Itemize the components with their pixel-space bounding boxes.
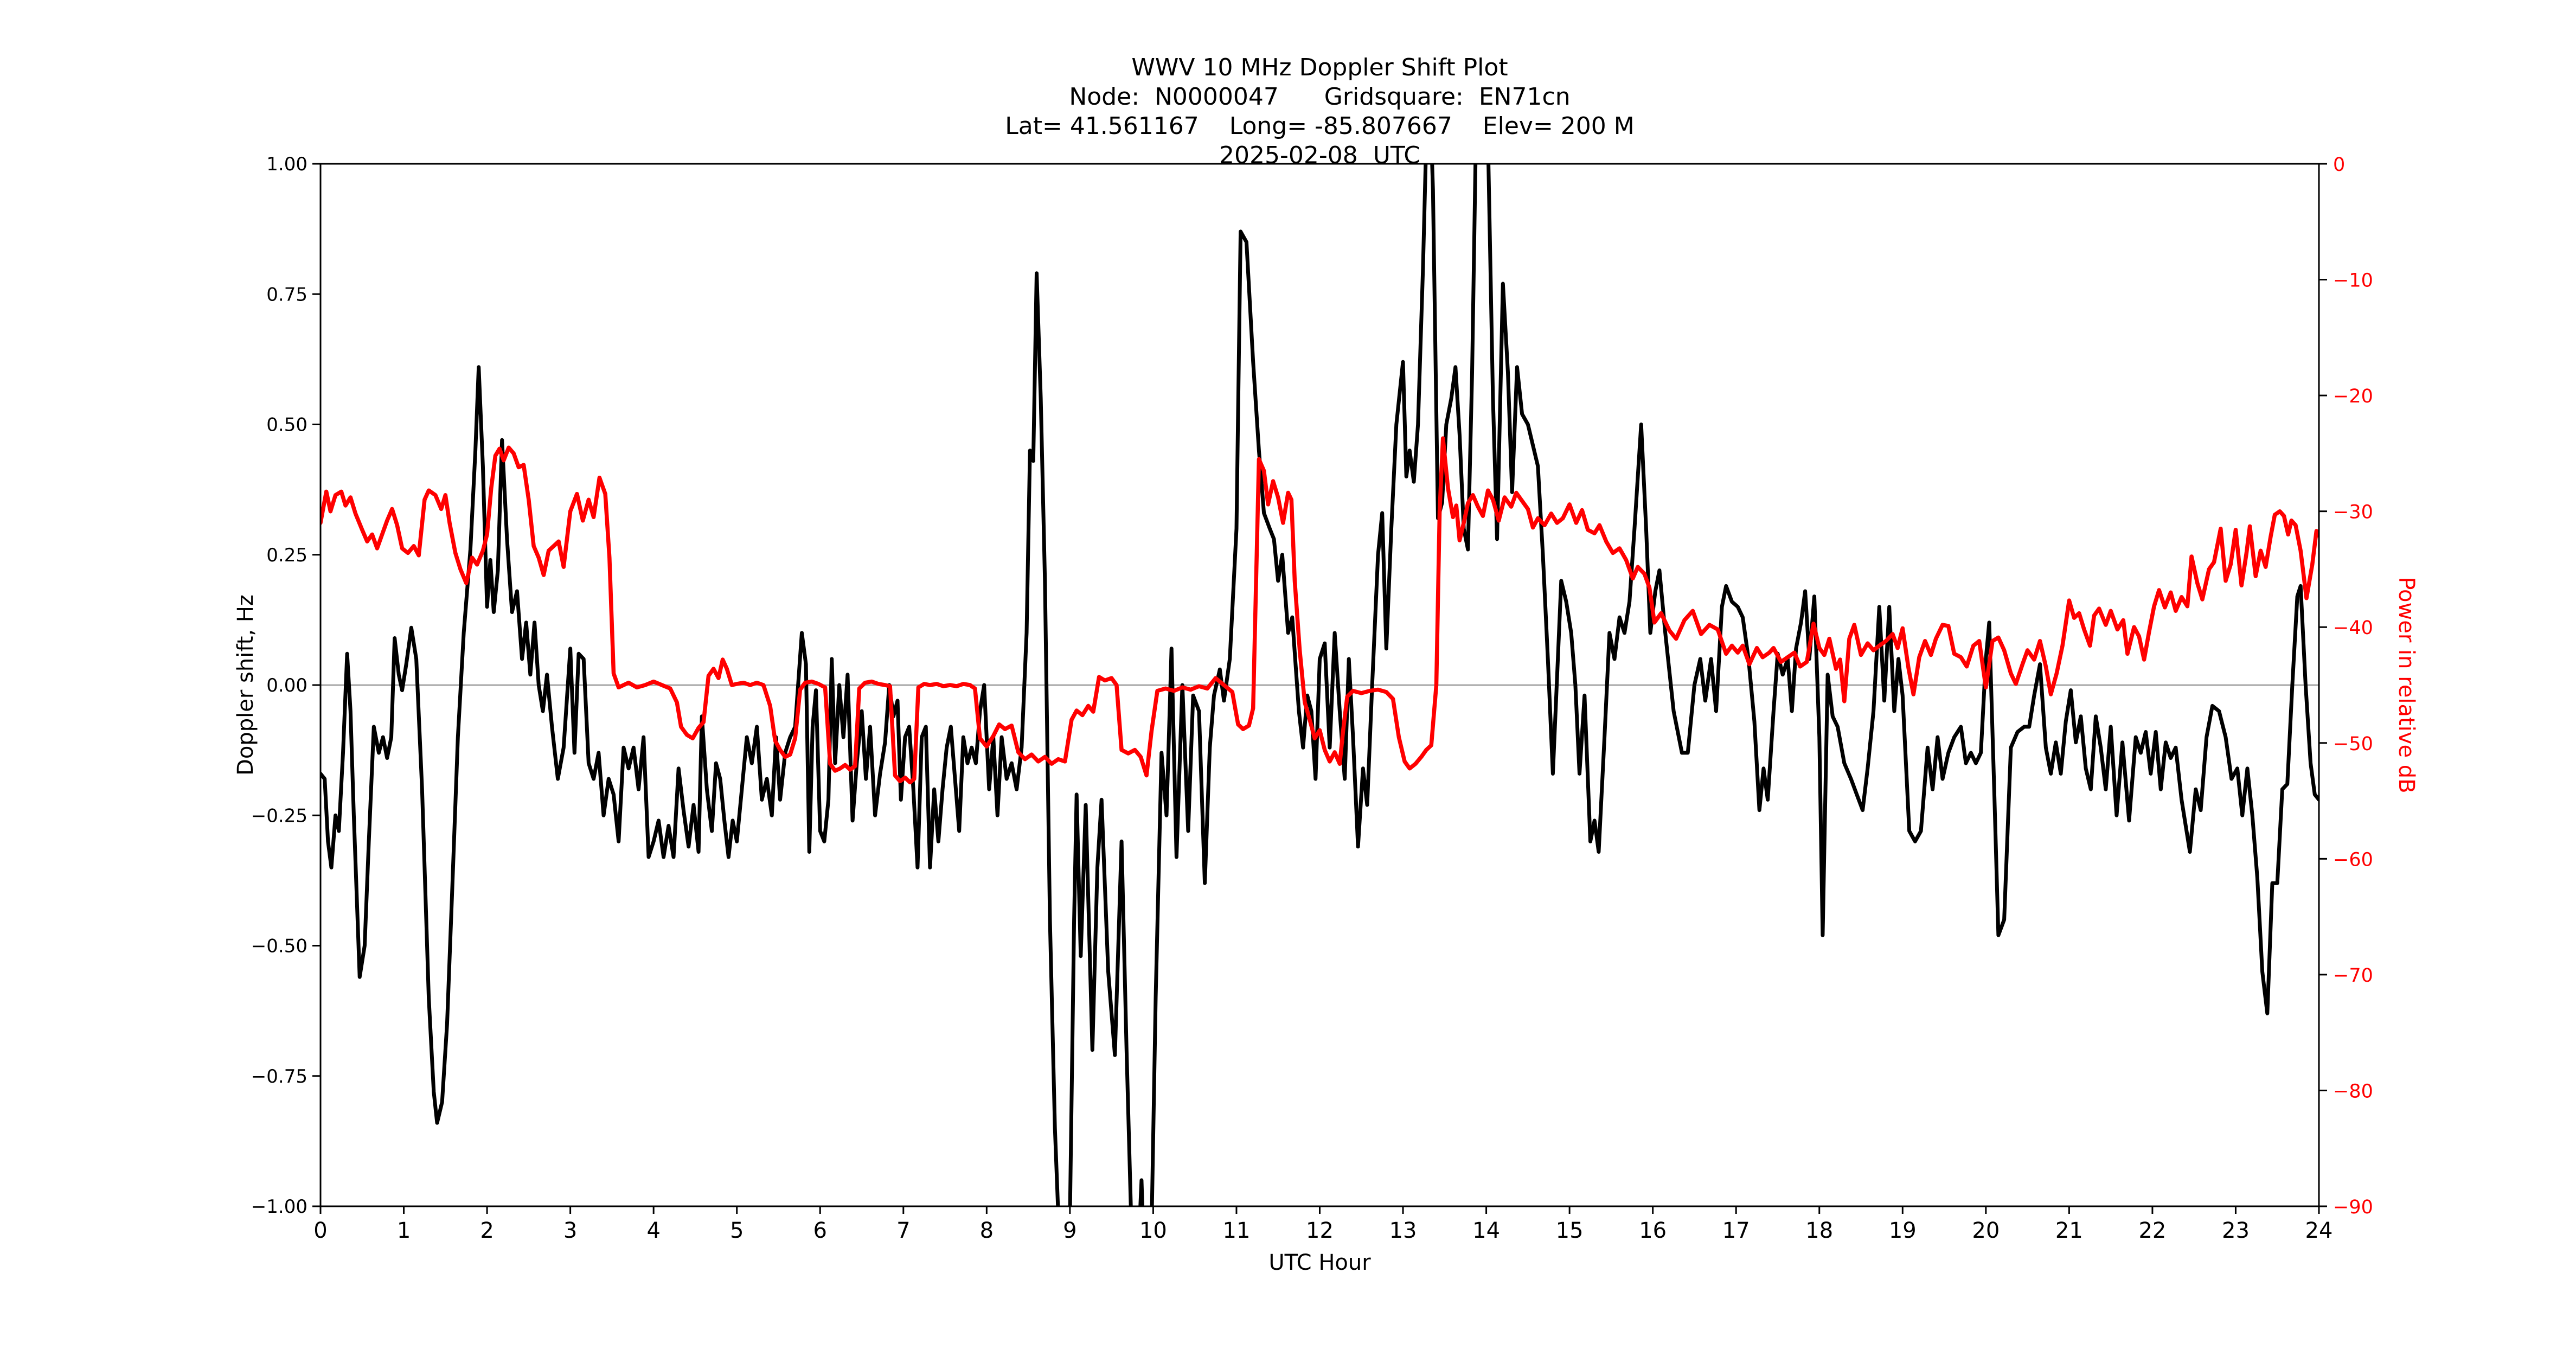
x-tick-label: 14 [1472,1218,1500,1243]
x-tick-label: 16 [1639,1218,1667,1243]
x-tick-label: 3 [563,1218,577,1243]
y-axis-left-label: Doppler shift, Hz [233,594,258,776]
x-tick-label: 10 [1139,1218,1167,1243]
x-tick-label: 4 [646,1218,660,1243]
x-tick-label: 2 [480,1218,494,1243]
x-tick-label: 7 [896,1218,910,1243]
y-right-tick-label: −70 [2333,965,2373,987]
y-left-tick-label: −0.25 [251,805,307,827]
x-tick-label: 11 [1223,1218,1251,1243]
y-right-tick-label: 0 [2333,154,2345,176]
y-axis-right-label: Power in relative dB [2394,577,2419,794]
y-right-tick-label: −60 [2333,849,2373,871]
chart-subtitle-node: Node: N0000047 Gridsquare: EN71cn [1069,83,1571,111]
y-right-tick-label: −40 [2333,617,2373,639]
x-tick-label: 20 [1972,1218,2000,1243]
x-tick-label: 0 [313,1218,327,1243]
x-tick-label: 24 [2305,1218,2333,1243]
y-right-tick-label: −10 [2333,270,2373,292]
y-left-tick-label: 0.25 [266,545,307,566]
x-tick-label: 8 [980,1218,994,1243]
x-tick-label: 13 [1389,1218,1417,1243]
x-tick-label: 19 [1889,1218,1917,1243]
x-tick-label: 1 [397,1218,411,1243]
y-left-tick-label: −0.50 [251,936,307,957]
x-tick-label: 22 [2138,1218,2166,1243]
x-tick-label: 17 [1722,1218,1750,1243]
x-axis-label: UTC Hour [1268,1250,1371,1275]
x-tick-label: 21 [2055,1218,2083,1243]
y-right-tick-label: −90 [2333,1197,2373,1218]
chart-subtitle-date: 2025-02-08 UTC [1219,142,1420,169]
x-tick-label: 9 [1063,1218,1076,1243]
y-left-tick-label: 0.00 [266,675,307,696]
power-relative-db-line [321,436,2319,785]
chart-subtitle-coords: Lat= 41.561167 Long= -85.807667 Elev= 20… [1005,112,1635,140]
doppler-shift-hz-line [321,164,2319,1206]
y-right-tick-label: −20 [2333,386,2373,407]
y-left-tick-label: −0.75 [251,1066,307,1088]
x-tick-label: 18 [1805,1218,1833,1243]
y-left-tick-label: −1.00 [251,1196,307,1218]
y-left-tick-label: 1.00 [266,153,307,175]
y-left-tick-label: 0.75 [266,284,307,305]
x-tick-label: 15 [1556,1218,1584,1243]
y-left-tick-label: 0.50 [266,414,307,436]
x-tick-label: 12 [1306,1218,1334,1243]
x-tick-label: 23 [2222,1218,2250,1243]
chart-title: WWV 10 MHz Doppler Shift Plot [1131,54,1508,81]
y-right-tick-label: −80 [2333,1080,2373,1102]
x-tick-label: 6 [813,1218,827,1243]
x-tick-label: 5 [730,1218,744,1243]
y-right-tick-label: −50 [2333,733,2373,755]
y-right-tick-label: −30 [2333,502,2373,523]
